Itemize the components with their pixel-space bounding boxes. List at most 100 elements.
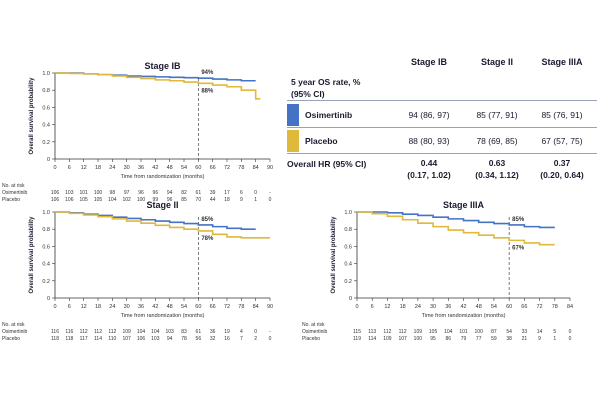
x-tick-label: 18 (95, 165, 101, 171)
overall-hr-label: Overall HR (95% CI) (287, 159, 367, 169)
risk-row-name: Placebo (2, 336, 20, 342)
risk-row-name: Osimertinib (2, 329, 28, 335)
km-plot-stage-ib: Stage IB 0 0.2 0.4 0.6 0.8 1.0 0 6 12 18 24 30 36 42 48… (0, 55, 285, 205)
risk-count: 103 (165, 329, 174, 335)
risk-count: 94 (167, 190, 173, 196)
y-axis-label: Overall survival probability (29, 216, 35, 294)
risk-count: 0 (569, 336, 572, 342)
risk-count: 112 (80, 329, 88, 335)
placebo-stage-iiia-value: 67 (57, 75) (541, 136, 583, 146)
km-curve-placebo (55, 211, 270, 239)
hr-stage-ib: 0.44 (420, 158, 438, 168)
x-tick-label: 60 (195, 165, 201, 171)
y-tick-label: 1.0 (42, 210, 50, 216)
y-tick-label: 0.2 (42, 279, 50, 285)
row-divider (287, 100, 597, 101)
risk-count: 119 (353, 336, 361, 342)
risk-row-name: Osimertinib (2, 190, 28, 196)
col-header-stage-ib: Stage IB (410, 57, 447, 67)
risk-count: 106 (51, 190, 60, 196)
risk-table-label: No. at risk (302, 322, 325, 328)
x-tick-label: 54 (181, 165, 187, 171)
hr-stage-iiia: 0.37 (553, 158, 571, 168)
x-tick-label: 66 (521, 304, 527, 310)
x-tick-label: 36 (445, 304, 451, 310)
os-rate-annotation: 85% (512, 217, 525, 223)
col-header-stage-ii: Stage II (480, 57, 513, 67)
x-tick-label: 84 (567, 304, 573, 310)
risk-count: 96 (138, 190, 144, 196)
risk-count: 118 (51, 336, 59, 342)
risk-count: 100 (414, 336, 423, 342)
risk-count: 38 (506, 336, 512, 342)
risk-count: 96 (153, 190, 159, 196)
osimertinib-row-label: Osimertinib (305, 110, 353, 120)
x-tick-label: 42 (152, 165, 158, 171)
x-tick-label: 48 (167, 304, 173, 310)
x-tick-label: 54 (181, 304, 187, 310)
risk-count: 105 (429, 329, 438, 335)
risk-count: 0 (254, 190, 257, 196)
y-tick-label: 0.4 (344, 262, 352, 268)
risk-count: 97 (124, 190, 130, 196)
y-tick-label: 0.2 (344, 279, 352, 285)
x-tick-label: 60 (195, 304, 201, 310)
hr-stage-ii: 0.63 (488, 158, 506, 168)
chart-title: Stage IIIA (443, 200, 485, 210)
x-tick-label: 48 (167, 165, 173, 171)
chart-title: Stage IB (144, 61, 181, 71)
risk-count: 19 (224, 329, 230, 335)
risk-count: 114 (94, 336, 102, 342)
y-tick-label: 0.6 (42, 244, 50, 250)
risk-count: 112 (94, 329, 102, 335)
x-tick-label: 36 (138, 304, 144, 310)
risk-count: 117 (80, 336, 88, 342)
row-divider (287, 153, 597, 154)
risk-count: 105 (94, 197, 103, 203)
os-rate-annotation: 85% (201, 217, 214, 223)
risk-count: 116 (51, 329, 59, 335)
placebo-row-label: Placebo (305, 136, 338, 146)
risk-count: 100 (94, 190, 103, 196)
km-curve-osimertinib (357, 211, 555, 229)
risk-count: 100 (475, 329, 484, 335)
km-plot-svg: Stage IB 0 0.2 0.4 0.6 0.8 1.0 0 6 12 18 24 30 36 42 48… (2, 61, 273, 203)
risk-count: 87 (491, 329, 497, 335)
risk-count: 2 (254, 336, 257, 342)
risk-count: 1 (553, 336, 556, 342)
col-header-stage-iiia: Stage IIIA (541, 57, 583, 67)
osimertinib-stage-ib-value: 94 (86, 97) (408, 110, 450, 120)
x-tick-label: 72 (224, 304, 230, 310)
risk-count: 70 (196, 197, 202, 203)
risk-count: 100 (137, 197, 146, 203)
hr-ci-stage-ii: (0.34, 1.12) (475, 170, 519, 180)
x-tick-label: 0 (53, 165, 56, 171)
risk-count: 7 (240, 336, 243, 342)
km-curve-placebo (55, 72, 261, 100)
risk-count: 16 (224, 336, 230, 342)
x-tick-label: 36 (138, 165, 144, 171)
x-tick-label: 90 (267, 165, 273, 171)
y-tick-label: 0.6 (344, 244, 352, 250)
y-tick-label: 1.0 (42, 71, 50, 77)
x-tick-label: 84 (253, 304, 259, 310)
risk-count: 17 (224, 190, 230, 196)
risk-count: 32 (210, 336, 216, 342)
y-tick-label: 0.8 (344, 227, 352, 233)
risk-count: 114 (368, 336, 376, 342)
risk-count: 56 (196, 336, 202, 342)
y-tick-label: 1.0 (344, 210, 352, 216)
x-tick-label: 78 (238, 165, 244, 171)
risk-count: 112 (108, 329, 116, 335)
y-tick-label: 0 (47, 157, 50, 163)
risk-count: 101 (79, 190, 88, 196)
x-tick-label: 90 (267, 304, 273, 310)
risk-count: 54 (506, 329, 512, 335)
y-axis-label: Overall survival probability (331, 216, 337, 294)
x-tick-label: 30 (124, 165, 130, 171)
os-rate-annotation: 94% (201, 70, 214, 76)
risk-count: 33 (522, 329, 528, 335)
risk-count: 0 (269, 197, 272, 203)
x-tick-label: 24 (109, 304, 115, 310)
x-tick-label: 6 (68, 165, 71, 171)
